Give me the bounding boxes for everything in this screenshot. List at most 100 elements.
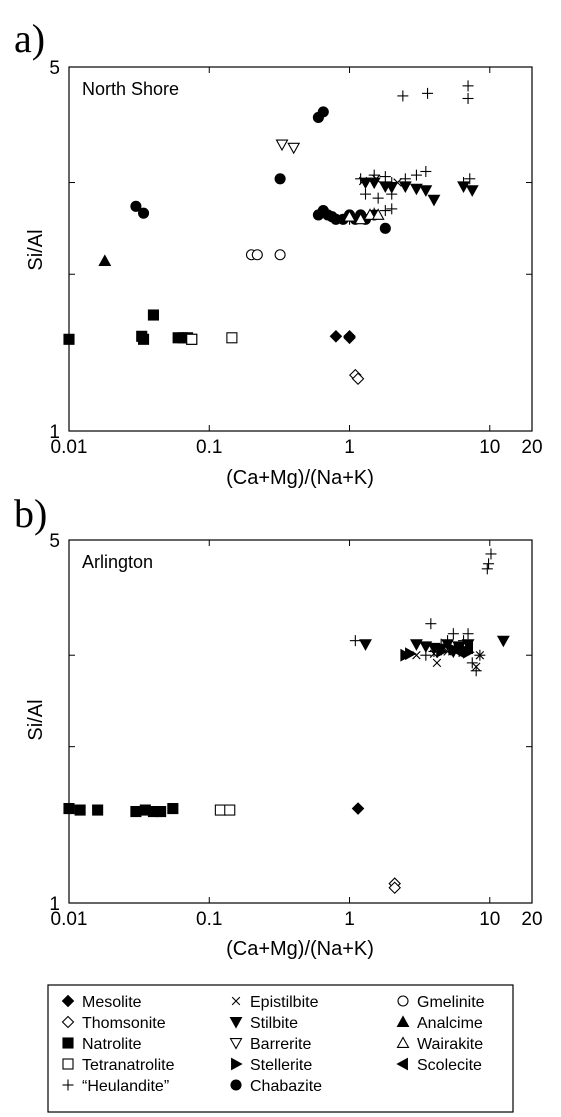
stellerite-point — [405, 647, 417, 661]
barrerite-point — [287, 142, 301, 155]
legend-item-thomsonite: Thomsonite — [61, 1015, 166, 1032]
natrolite-point — [63, 803, 75, 815]
legend-label-epistilbite: Epistilbite — [250, 994, 319, 1011]
panel-b-x-tick-label: 0.1 — [196, 909, 222, 930]
panel-a-series-wairakite — [343, 208, 385, 225]
legend-item-stellerite: Stellerite — [231, 1057, 312, 1074]
panel-a-points — [63, 80, 479, 386]
panel-a-series-chabazite — [130, 106, 391, 234]
heulandite-point — [462, 628, 474, 640]
panel-b-series-mesolite — [351, 802, 365, 815]
legend-marker-analcime — [396, 1015, 410, 1027]
panel-b-points — [63, 548, 510, 895]
panel-a-series-mesolite — [329, 330, 356, 345]
natrolite-point — [74, 804, 86, 816]
legend-marker-mesolite — [61, 994, 75, 1008]
legend-label-stilbite: Stilbite — [250, 1015, 298, 1032]
wairakite-point — [343, 210, 356, 222]
heulandite-point — [386, 203, 398, 215]
legend-label-heulandite: “Heulandite” — [82, 1078, 169, 1095]
stilbite-point — [457, 181, 470, 193]
legend-marker-tetranatrolite — [62, 1058, 74, 1070]
panel-a-series-stilbite — [359, 177, 479, 207]
heulandite-point — [481, 563, 493, 575]
legend-label-mesolite: Mesolite — [82, 994, 142, 1011]
legend-label-wairakite: Wairakite — [417, 1036, 483, 1053]
scolecite-point — [452, 645, 464, 658]
legend: Mesolite Thomsonite Natrolite Tetranatrolit… — [47, 984, 514, 1113]
heulandite-point — [447, 628, 459, 640]
mesolite-point — [329, 330, 343, 343]
legend-marker-thomsonite — [61, 1015, 75, 1029]
legend-items: Mesolite Thomsonite Natrolite Tetranatrolit… — [61, 994, 485, 1095]
panel-a-label: a) — [14, 16, 45, 61]
legend-marker-natrolite — [62, 1037, 74, 1049]
chabazite-point — [137, 207, 150, 219]
mesolite-point — [343, 331, 356, 345]
panel-a-x-tick-label: 20 — [521, 437, 542, 458]
tetranatrolite-point — [224, 804, 236, 816]
epistilbite-point — [471, 662, 481, 672]
legend-label-barrerite: Barrerite — [250, 1036, 311, 1053]
heulandite-point — [466, 657, 478, 669]
panel-b: b) Arlington Si/Al (Ca+Mg)/(Na+K) 0.01 0.… — [14, 491, 543, 960]
natrolite-point — [92, 804, 104, 816]
panel-b-ticks: 0.01 0.1 1 10 20 1 5 — [49, 531, 542, 930]
thomsonite-point — [351, 372, 365, 386]
legend-label-gmelinite: Gmelinite — [417, 994, 485, 1011]
legend-marker-wairakite — [396, 1036, 410, 1048]
epistilbite-point — [475, 650, 485, 660]
panel-a-series-analcime — [98, 254, 112, 267]
gmelinite-point — [251, 249, 263, 261]
panel-b-x-tick-label: 0.01 — [51, 909, 88, 930]
panel-b-plot-frame — [68, 539, 533, 904]
legend-item-barrerite: Barrerite — [229, 1036, 311, 1053]
stilbite-point — [419, 185, 433, 197]
panel-b-y-tick-label: 5 — [49, 531, 60, 552]
legend-label-stellerite: Stellerite — [250, 1057, 312, 1074]
panel-b-x-tick-label: 10 — [479, 909, 500, 930]
heulandite-point — [372, 192, 384, 204]
legend-marker-barrerite — [229, 1038, 243, 1050]
heulandite-point — [379, 205, 391, 217]
mesolite-point — [351, 802, 365, 815]
legend-item-tetranatrolite: Tetranatrolite — [62, 1057, 175, 1074]
heulandite-point — [462, 80, 474, 92]
stilbite-point — [359, 177, 372, 190]
heulandite-point — [420, 165, 432, 177]
chabazite-point — [274, 173, 286, 185]
panel-a: a) North Shore Si/Al (Ca+Mg)/(Na+K) 0.01… — [14, 16, 543, 489]
heulandite-point — [485, 548, 497, 560]
stilbite-point — [410, 639, 423, 651]
panel-a-series-gmelinite — [245, 249, 286, 261]
natrolite-point — [167, 803, 179, 815]
panel-b-series-thomsonite — [388, 877, 401, 895]
natrolite-point — [137, 333, 150, 345]
legend-item-stilbite: Stilbite — [229, 1015, 298, 1032]
panel-b-x-tick-label: 1 — [344, 909, 355, 930]
legend-item-natrolite: Natrolite — [62, 1036, 142, 1053]
panel-b-series-heulandite — [349, 548, 497, 677]
legend-marker-gmelinite — [397, 995, 409, 1007]
barrerite-point — [275, 139, 289, 152]
panel-a-plot-frame — [68, 66, 533, 432]
heulandite-point — [397, 90, 409, 102]
panel-b-site-label: Arlington — [82, 552, 153, 572]
panel-a-series-tetranatrolite — [186, 332, 238, 345]
panel-b-x-axis-label: (Ca+Mg)/(Na+K) — [226, 938, 374, 960]
legend-marker-stilbite — [229, 1017, 243, 1029]
panel-a-y-tick-label: 1 — [49, 422, 60, 443]
legend-item-scolecite: Scolecite — [396, 1057, 482, 1074]
chabazite-point — [130, 200, 142, 212]
natrolite-point — [63, 333, 75, 345]
wairakite-point — [354, 212, 368, 225]
stilbite-point — [496, 635, 510, 648]
natrolite-point — [130, 805, 142, 818]
stilbite-point — [398, 181, 412, 193]
panel-b-x-tick-label: 20 — [521, 909, 542, 930]
panel-a-series-heulandite — [344, 80, 476, 225]
analcime-point — [98, 254, 112, 267]
panel-a-series-natrolite — [63, 309, 198, 345]
stilbite-point — [359, 639, 372, 651]
heulandite-point — [464, 173, 476, 185]
